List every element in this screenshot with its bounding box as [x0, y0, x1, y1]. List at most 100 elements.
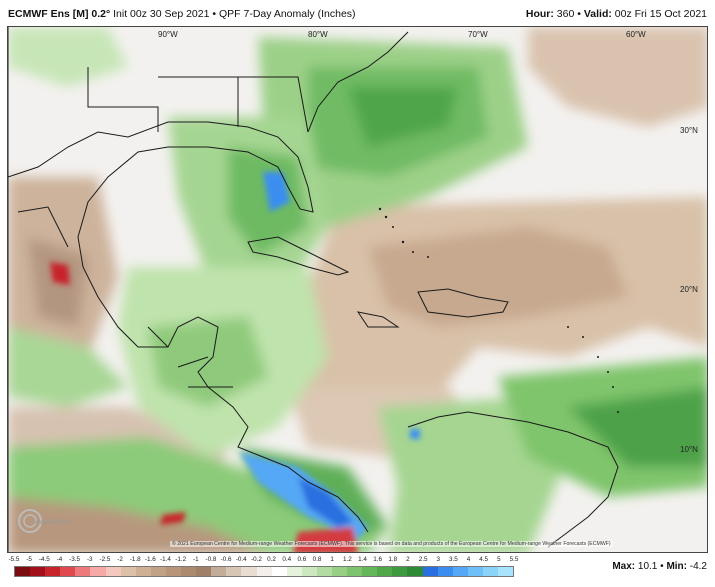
valid-value: 00z Fri 15 Oct 2021	[614, 8, 707, 20]
anomaly-map: 90°W 80°W 70°W 60°W 30°N 20°N 10°N	[8, 27, 707, 552]
colorbar-tick-label: -2.5	[99, 556, 111, 563]
colorbar-tick-label: -0.2	[250, 556, 262, 563]
colorbar-swatch	[452, 567, 468, 576]
colorbar-swatch	[226, 567, 242, 576]
colorbar-swatch	[241, 567, 257, 576]
colorbar-tick-label: -1.8	[129, 556, 141, 563]
colorbar-swatch	[316, 567, 332, 576]
header: ECMWF Ens [M] 0.2° Init 00z 30 Sep 2021 …	[0, 0, 715, 26]
valid-label: Valid:	[583, 8, 612, 20]
colorbar-tick-label: -1.2	[175, 556, 187, 563]
colorbar-swatch	[196, 567, 212, 576]
island-outlines	[378, 207, 619, 413]
colorbar-tick-label: -1.6	[144, 556, 156, 563]
colorbar-swatch	[301, 567, 317, 576]
colorbar-swatch	[45, 567, 61, 576]
lon-label-80w: 80°W	[308, 30, 328, 39]
colorbar-swatch	[331, 567, 348, 576]
product-name: QPF 7-Day Anomaly (Inches)	[218, 8, 356, 20]
map-panel: 90°W 80°W 70°W 60°W 30°N 20°N 10°N	[7, 26, 708, 553]
colorbar-swatch	[105, 567, 121, 576]
lon-label-70w: 70°W	[468, 30, 488, 39]
colorbar-tick-label: 3	[436, 556, 440, 563]
colorbar-tick-label: -3	[86, 556, 93, 563]
colorbar-swatch	[347, 567, 363, 576]
colorbar-tick-label: 0.8	[312, 556, 322, 563]
colorbar-swatch	[362, 567, 378, 576]
colorbar-tick-label: 2	[406, 556, 410, 563]
colorbar-swatch	[377, 567, 393, 576]
colorbar-tick-label: -5.5	[8, 556, 20, 563]
colorbar-swatch	[15, 567, 31, 576]
colorbar-tick-label: -2	[117, 556, 123, 563]
colorbar-tick-label: 0.4	[282, 556, 292, 563]
colorbar-tick-label: 5.5	[509, 556, 519, 563]
colorbar-swatch	[75, 567, 91, 576]
model-name: ECMWF Ens [M] 0.2°	[8, 8, 111, 20]
separator: •	[577, 8, 581, 20]
colorbar-tick-label: 1	[330, 556, 334, 563]
colorbar-swatch	[165, 567, 182, 576]
colorbar-tick-label: 4.5	[479, 556, 489, 563]
attribution: © 2021 European Centre for Medium-range …	[170, 541, 613, 547]
colorbar-swatch	[407, 567, 423, 576]
hour-value: 360	[556, 8, 575, 20]
separator: •	[212, 8, 217, 20]
lat-label-30n: 30°N	[680, 126, 698, 135]
lat-label-20n: 20°N	[680, 285, 698, 294]
min-label: Min:	[666, 561, 687, 572]
colorbar-swatch	[150, 567, 166, 576]
lat-label-10n: 10°N	[680, 445, 698, 454]
colorbar-tick-label: 1.6	[373, 556, 383, 563]
colorbar-swatch	[30, 567, 46, 576]
max-label: Max:	[612, 561, 636, 572]
colorbar-tick-label: 2.5	[418, 556, 428, 563]
colorbar-tick-label: -0.6	[220, 556, 232, 563]
weatherbell-logo: WeatherBELL	[18, 509, 72, 533]
header-valid: Hour: 360 • Valid: 00z Fri 15 Oct 2021	[526, 8, 707, 20]
header-title: ECMWF Ens [M] 0.2° Init 00z 30 Sep 2021 …	[8, 8, 356, 20]
colorbar-swatch	[90, 567, 106, 576]
colorbar-tick-label: 5	[497, 556, 501, 563]
max-min-readout: Max: 10.1 • Min: -4.2	[612, 561, 707, 572]
colorbar-tick-label: -4.5	[38, 556, 50, 563]
colorbar-tick-label: -0.4	[235, 556, 247, 563]
colorbar-swatch	[211, 567, 227, 576]
colorbar-ticks: -5.5 -5 -4.5 -4 -3.5 -3 -2.5 -2 -1.8 -1.6 -1.4 -1.2…	[9, 556, 519, 565]
colorbar-tick-label: 4	[466, 556, 471, 563]
min-value: -4.2	[689, 561, 707, 572]
colorbar-swatch	[120, 567, 136, 576]
init-time: Init 00z 30 Sep 2021	[113, 8, 210, 20]
separator: •	[660, 561, 664, 572]
colorbar-tick-label: -3.5	[69, 556, 81, 563]
colorbar-swatch	[482, 567, 498, 576]
hour-label: Hour:	[525, 8, 554, 20]
colorbar-swatch	[135, 567, 151, 576]
colorbar-tick-label: -0.8	[205, 556, 217, 563]
lon-label-90w: 90°W	[158, 30, 178, 39]
lon-label-60w: 60°W	[626, 30, 646, 39]
colorbar-swatch	[256, 567, 272, 576]
boundaries	[8, 27, 619, 552]
colorbar-swatch	[392, 567, 408, 576]
colorbar-tick-label: 0.2	[267, 556, 276, 563]
colorbar-swatch	[271, 567, 287, 576]
colorbar-swatch	[60, 567, 76, 576]
max-value: 10.1	[637, 561, 658, 572]
colorbar-swatch	[437, 567, 453, 576]
colorbar-swatch	[286, 567, 302, 576]
colorbar-tick-label: 1.4	[358, 556, 367, 563]
colorbar-tick-label: 1.2	[342, 556, 352, 563]
colorbar-swatch	[498, 567, 514, 576]
colorbar-tick-label: -5	[26, 556, 32, 563]
colorbar-tick-label: -1	[193, 556, 199, 563]
anomaly-shading	[8, 27, 707, 552]
colorbar-swatch	[422, 567, 438, 576]
colorbar-bar	[14, 566, 514, 577]
colorbar-tick-label: 1.8	[388, 556, 398, 563]
colorbar-tick-label: -1.4	[160, 556, 171, 563]
colorbar-tick-label: -4	[56, 556, 63, 563]
colorbar-swatch	[467, 567, 483, 576]
colorbar-swatch	[181, 567, 197, 576]
colorbar-tick-label: 0.6	[297, 556, 307, 563]
